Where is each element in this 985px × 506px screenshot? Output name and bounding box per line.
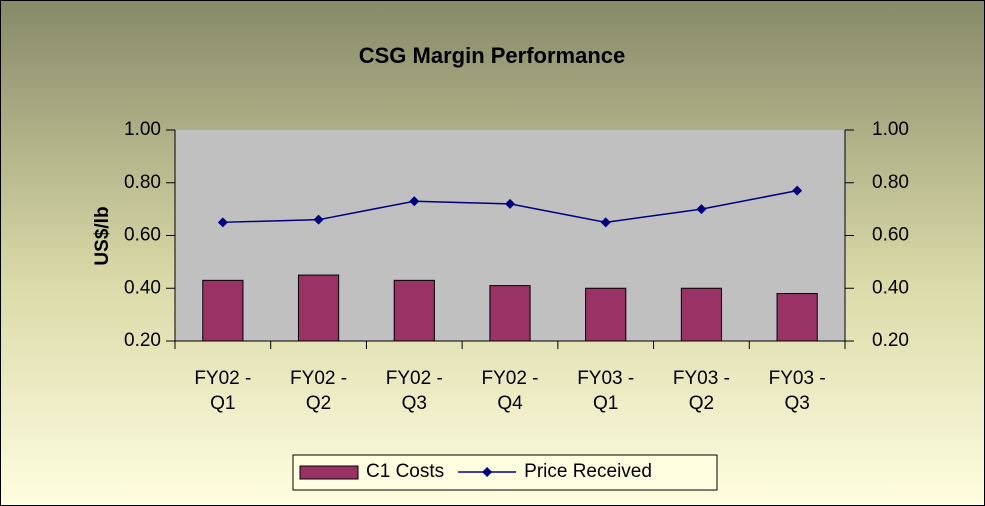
x-tick-label: FY02 - Q4 [481,368,539,414]
bar [202,279,244,342]
bar [393,279,435,342]
y-axis-label: US$/lb [92,206,113,265]
marker [409,196,420,207]
x-tick-label: FY03 - Q3 [768,368,826,414]
y-tick-label: 0.60 [124,225,161,246]
y-tick-label: 0.20 [124,330,161,351]
y2-tick-label: 1.00 [872,119,909,140]
y-tick-label: 1.00 [124,119,161,140]
x-tick-label: FY02 - Q3 [385,368,443,414]
y2-tick-label: 0.80 [872,172,909,193]
marker [505,198,515,209]
marker [792,185,803,196]
marker [600,217,611,228]
bar [776,293,818,342]
bar [585,287,627,342]
bar [680,287,723,342]
bar [297,274,340,342]
x-tick-label: FY03 - Q1 [577,368,635,414]
y-tick-label: 0.80 [124,172,161,193]
legend-marker [482,467,493,477]
y-tick-label: 0.40 [124,277,161,298]
x-tick-label: FY02 - Q2 [290,368,348,414]
legend-swatch [299,465,359,480]
y2-tick-label: 0.60 [872,225,909,246]
marker [313,214,324,225]
marker [217,217,228,228]
legend-label: Price Received [524,461,652,482]
x-tick-label: FY03 - Q2 [672,368,730,414]
bar [489,285,531,342]
marker [696,204,707,215]
y2-tick-label: 0.20 [872,330,909,351]
y2-tick-label: 0.40 [872,277,909,298]
chart-title: CSG Margin Performance [359,43,626,68]
legend-label: C1 Costs [366,461,444,482]
x-tick-label: FY02 - Q1 [194,368,252,414]
